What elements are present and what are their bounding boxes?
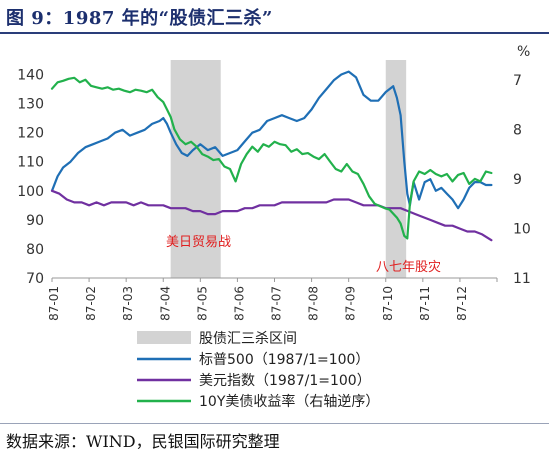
- y2-tick-label: 9: [513, 172, 522, 188]
- x-tick-label: 87-07: [270, 286, 284, 321]
- legend-swatch-shaded: [137, 331, 191, 344]
- line-chart: 70 80 90 100 110 120 130 140 7 8 9 10 11% 87-01 87-02 8…: [17, 44, 531, 410]
- y-tick-label: 110: [17, 155, 44, 171]
- legend-label: 股债汇三杀区间: [199, 331, 297, 347]
- source-note: 数据来源：WIND，民银国际研究整理: [6, 432, 280, 451]
- x-tick-label: 87-09: [344, 286, 358, 321]
- y2-tick-label: 11: [513, 271, 531, 287]
- y-tick-label: 130: [17, 97, 44, 113]
- x-tick-label: 87-08: [307, 286, 321, 321]
- y2-tick-label: 8: [513, 122, 522, 138]
- y-tick-label: 70: [26, 271, 44, 287]
- y-tick-label: 120: [17, 126, 44, 142]
- x-tick-label: 87-12: [455, 286, 469, 321]
- series-line-3: [50, 76, 493, 240]
- x-tick-label: 87-05: [195, 286, 209, 321]
- x-tick-label: 87-03: [121, 286, 135, 321]
- y-tick-label: 90: [26, 213, 44, 229]
- legend-label: 10Y美债收益率（右轴逆序）: [199, 393, 379, 410]
- y2-unit-label: %: [517, 44, 530, 60]
- y-tick-label: 100: [17, 184, 44, 200]
- legend-label: 美元指数（1987/1=100）: [199, 373, 371, 389]
- y2-tick-label: 7: [513, 73, 522, 89]
- source-divider: [0, 423, 549, 424]
- shaded-region-1: [170, 60, 221, 278]
- title-divider: [0, 32, 549, 34]
- series-line-2: [50, 189, 493, 242]
- y-tick-label: 80: [26, 242, 44, 258]
- x-tick-label: 87-06: [232, 286, 246, 321]
- x-tick-label: 87-04: [158, 286, 172, 321]
- x-tick-label: 87-01: [47, 286, 61, 321]
- annotation-crash: 八七年股灾: [376, 259, 441, 275]
- chart-title: 图 9：1987 年的“股债汇三杀”: [6, 8, 273, 29]
- x-tick-label: 87-02: [84, 286, 98, 321]
- y2-tick-label: 10: [513, 221, 531, 237]
- series-line-1: [50, 70, 493, 210]
- legend-label: 标普500（1987/1=100）: [199, 352, 369, 368]
- x-tick-label: 87-10: [381, 286, 395, 321]
- annotation-trade-war: 美日贸易战: [166, 235, 231, 250]
- y-tick-label: 140: [17, 68, 44, 84]
- x-tick-label: 87-11: [418, 286, 432, 321]
